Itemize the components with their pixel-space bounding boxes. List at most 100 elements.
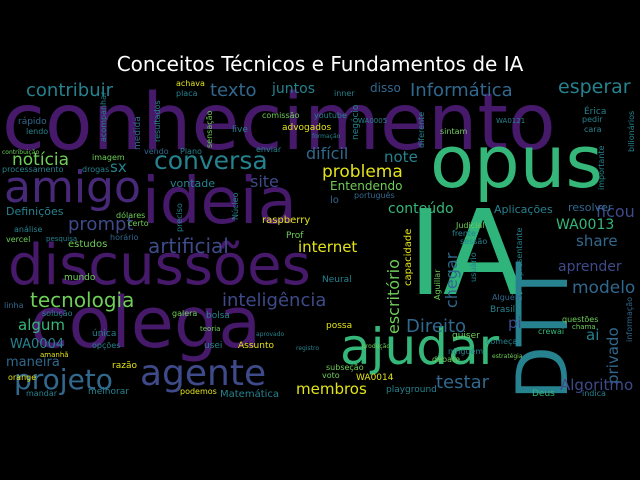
- word-inner: inner: [334, 89, 355, 98]
- word-playground: playground: [386, 385, 437, 395]
- word-contribuicao: contribuição: [2, 149, 40, 156]
- word-acompanhar: acompanhar: [99, 91, 108, 142]
- word-WA0014: WA0014: [356, 373, 394, 383]
- word-mundo: mundo: [64, 273, 96, 283]
- word-prompt: prompt: [68, 214, 134, 235]
- word-erica: Érica: [584, 107, 607, 117]
- word-assunto: Assunto: [238, 341, 274, 351]
- word-orange: orange: [8, 373, 37, 382]
- word-advogados: advogados: [282, 123, 332, 133]
- word-algoritmo: Algoritmo: [560, 376, 634, 394]
- word-podemos: podemos: [180, 387, 217, 396]
- word-vontade: vontade: [170, 177, 216, 190]
- word-questoes: questões: [562, 315, 599, 324]
- word-agente: agente: [140, 353, 267, 394]
- word-quiser: quiser: [452, 331, 480, 341]
- word-conversa: conversa: [154, 146, 268, 175]
- word-sessao: sessão: [460, 237, 488, 246]
- word-lo: lo: [330, 195, 339, 206]
- word-vercel: vercel: [6, 235, 31, 244]
- word-definicoes: Definições: [6, 205, 64, 218]
- word-diferente: diferente: [417, 111, 426, 148]
- word-amigo: amigo: [4, 162, 141, 213]
- word-WA0005: WA0005: [358, 117, 388, 125]
- word-nucleo: Núcleo: [231, 192, 240, 221]
- word-voto: voto: [322, 371, 340, 380]
- word-lendo: lendo: [26, 127, 49, 136]
- word-plano: Plano: [180, 147, 202, 156]
- word-galera: galera: [172, 309, 198, 318]
- word-certo: certo: [128, 219, 149, 228]
- word-conhecimento: conhecimento: [2, 78, 556, 168]
- word-tecnologia: tecnologia: [30, 288, 135, 312]
- word-membros: membros: [296, 380, 367, 398]
- word-colega: colega: [30, 282, 262, 364]
- word-subsecao: subseção: [326, 363, 364, 372]
- word-ai: ai: [586, 326, 600, 344]
- word-mandar: mandar: [26, 389, 58, 398]
- word-ninguem: ninguém: [448, 347, 484, 356]
- word-dificil: difícil: [306, 144, 349, 163]
- word-ideia: ideia: [142, 165, 297, 239]
- word-processamento: processamento: [2, 165, 64, 174]
- word-preciso: preciso: [175, 203, 184, 232]
- word-resultados: resultados: [153, 100, 162, 142]
- word-estrategia: estratégia: [492, 353, 523, 360]
- word-share: share: [576, 232, 618, 250]
- word-sintam: sintam: [440, 127, 468, 136]
- word-cara: cara: [584, 125, 602, 134]
- word-IA: IA: [408, 184, 524, 322]
- word-alguem: Alguém: [492, 293, 523, 302]
- word-linha: linha: [4, 301, 24, 310]
- word-enviar: enviar: [256, 145, 282, 154]
- word-artificial: artificial: [148, 234, 229, 258]
- word-chama: chama: [572, 323, 596, 331]
- word-aprender: aprender: [558, 259, 622, 275]
- word-youtube: youtube: [314, 111, 347, 120]
- word-comissao: comissão: [262, 111, 300, 120]
- word-placa: placa: [176, 89, 198, 98]
- word-producao: produção: [362, 343, 391, 350]
- word-ajudar: ajudar: [340, 318, 500, 376]
- word-capacidade: capacidade: [403, 228, 414, 286]
- word-texto: texto: [210, 80, 257, 101]
- word-informacao: informação: [625, 296, 634, 342]
- word-possa: possa: [326, 321, 353, 331]
- word-WA0004: WA0004: [10, 337, 65, 352]
- word-maneira: maneira: [6, 355, 60, 370]
- word-noticia: notícia: [12, 150, 70, 170]
- word-debate: debate: [432, 355, 461, 364]
- word-importante: importante: [597, 145, 606, 190]
- word-dolares: dólares: [116, 211, 146, 220]
- word-frente: frente: [452, 229, 476, 238]
- word-bolsa: bolsa: [206, 311, 230, 321]
- word-internet: internet: [298, 238, 358, 256]
- word-raspberry: raspberry: [262, 215, 311, 226]
- word-problema: problema: [322, 162, 403, 182]
- word-direito: Direito: [406, 316, 467, 337]
- word-achava: achava: [176, 79, 205, 88]
- word-formacao: formação: [312, 133, 341, 140]
- word-brasil: Brasil: [490, 305, 516, 315]
- word-pesquisa: pesquisa: [46, 235, 78, 243]
- word-portugues: português: [354, 191, 395, 200]
- word-juntos: juntos: [272, 81, 315, 97]
- word-crewai: crewai: [538, 327, 565, 336]
- word-usei: usei: [204, 341, 223, 351]
- word-prof: Prof: [286, 231, 304, 241]
- word-chegar: chegar: [442, 252, 461, 308]
- word-deus: Deus: [532, 389, 555, 399]
- word-opcoes: opções: [92, 341, 121, 350]
- word-discussoes: discussões: [8, 233, 311, 298]
- word-rapido: rápido: [18, 117, 47, 127]
- word-melhorar: melhorar: [88, 387, 129, 397]
- word-WA0121: WA0121: [496, 117, 526, 125]
- word-contribuir: contribuir: [26, 80, 114, 101]
- word-conteudo: conteúdo: [388, 201, 454, 217]
- word-esperar: esperar: [558, 78, 631, 98]
- word-analise: análise: [14, 225, 43, 234]
- word-sensacao: sensação: [205, 110, 214, 148]
- word-neural: Neural: [322, 275, 352, 285]
- word-modelo: modelo: [572, 278, 636, 298]
- word-representante: representante: [515, 227, 524, 284]
